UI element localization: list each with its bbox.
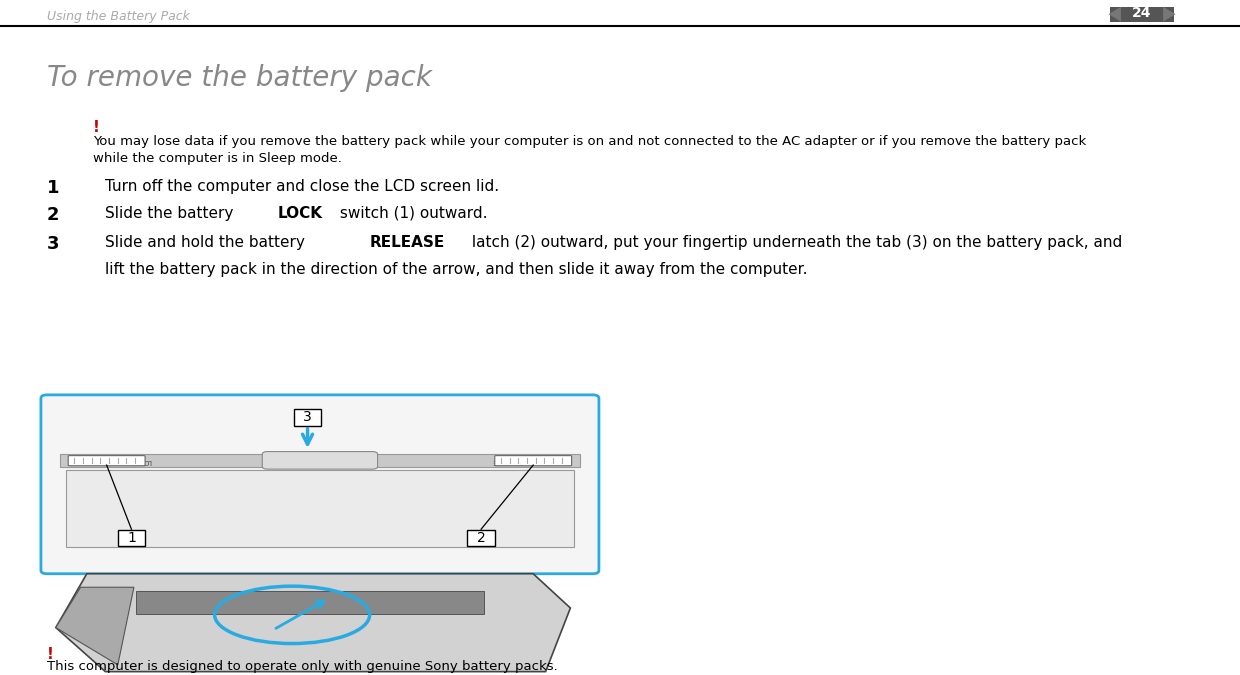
- Text: LOCK: LOCK: [133, 458, 151, 464]
- Text: RELEASE: RELEASE: [370, 235, 445, 250]
- Text: 3: 3: [303, 410, 312, 424]
- Text: Slide and hold the battery: Slide and hold the battery: [105, 235, 310, 250]
- Text: 2: 2: [47, 206, 60, 224]
- Polygon shape: [56, 587, 134, 665]
- Bar: [118, 529, 145, 547]
- Text: RELEASE: RELEASE: [491, 458, 522, 464]
- Text: !: !: [93, 120, 100, 135]
- Text: !: !: [47, 647, 55, 662]
- FancyBboxPatch shape: [68, 456, 145, 466]
- Text: lift the battery pack in the direction of the arrow, and then slide it away from: lift the battery pack in the direction o…: [105, 262, 808, 277]
- Bar: [60, 454, 580, 467]
- Text: This computer is designed to operate only with genuine Sony battery packs.: This computer is designed to operate onl…: [47, 660, 558, 673]
- Text: Slide the battery: Slide the battery: [105, 206, 238, 221]
- Text: 1: 1: [47, 179, 60, 197]
- Polygon shape: [56, 574, 570, 672]
- Bar: [1110, 7, 1174, 22]
- Text: 2: 2: [476, 531, 486, 545]
- Text: latch (2) outward, put your fingertip underneath the tab (3) on the battery pack: latch (2) outward, put your fingertip un…: [466, 235, 1122, 250]
- Text: 3: 3: [47, 235, 60, 253]
- Text: switch (1) outward.: switch (1) outward.: [335, 206, 487, 221]
- Text: 1: 1: [126, 531, 136, 545]
- FancyBboxPatch shape: [495, 456, 572, 466]
- Text: 24: 24: [1132, 6, 1152, 20]
- Text: LOCK: LOCK: [278, 206, 322, 221]
- Polygon shape: [1163, 7, 1176, 22]
- Bar: [66, 470, 574, 547]
- Polygon shape: [1109, 7, 1121, 22]
- FancyBboxPatch shape: [263, 452, 377, 469]
- Text: while the computer is in Sleep mode.: while the computer is in Sleep mode.: [93, 152, 342, 165]
- Bar: [467, 529, 495, 547]
- Text: You may lose data if you remove the battery pack while your computer is on and n: You may lose data if you remove the batt…: [93, 135, 1086, 148]
- Text: To remove the battery pack: To remove the battery pack: [47, 64, 432, 92]
- Text: Turn off the computer and close the LCD screen lid.: Turn off the computer and close the LCD …: [105, 179, 500, 194]
- FancyBboxPatch shape: [41, 395, 599, 574]
- Bar: [294, 408, 321, 426]
- Text: Using the Battery Pack: Using the Battery Pack: [47, 10, 190, 23]
- Polygon shape: [136, 591, 484, 614]
